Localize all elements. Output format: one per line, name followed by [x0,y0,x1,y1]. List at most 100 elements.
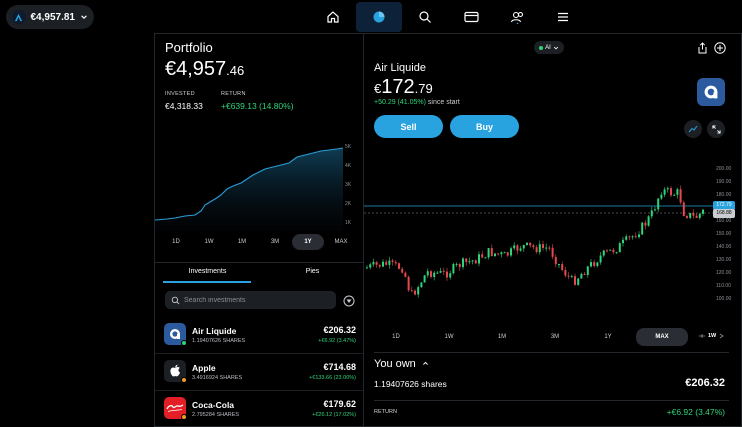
nav-menu[interactable] [540,2,586,32]
section-divider [374,352,729,353]
candle-body [670,188,672,196]
candle-body [484,257,487,259]
account-switcher[interactable]: €4,957.81 [6,5,94,29]
nav-card[interactable] [448,2,494,32]
range-tab-3m[interactable]: 3M [550,334,560,340]
candle-body [567,275,570,277]
candle-body [522,244,525,249]
candle-body [663,189,666,195]
range-tab-1y[interactable]: 1Y [292,234,324,250]
return-label: RETURN [221,91,246,97]
candle-body [449,273,452,278]
nav-search[interactable] [402,2,448,32]
candle-body [692,213,695,216]
range-tab-3m[interactable]: 3M [270,239,280,245]
range-tab-1d[interactable]: 1D [392,334,400,340]
candle-body [634,236,637,238]
range-tab-1m[interactable]: 1M [237,239,247,245]
card-icon [463,11,479,23]
candle-body [577,278,580,285]
return-value: +€639.13 (14.80%) [221,101,294,111]
range-tab-1y[interactable]: 1Y [604,334,612,340]
nav-portfolio[interactable] [356,2,402,32]
current-price-tag: 172.79 [713,201,735,210]
candle-body [391,260,394,262]
candle-body [535,247,538,253]
chevron-down-icon [553,46,558,49]
owned-value: €206.32 [685,377,725,389]
investment-row-apple[interactable]: Apple 3.4916924 SHARES €714.68 +€133.66 … [155,354,365,391]
account-value: €4,957.81 [30,11,76,23]
status-dot [181,340,187,346]
candle-body [430,271,432,277]
candle-body [686,216,688,218]
candle-body [529,242,532,246]
candle-body [388,260,391,265]
candle-body [446,271,448,278]
invested-value: €4,318.33 [165,101,203,111]
range-tab-1m[interactable]: 1M [497,334,507,340]
candle-body [564,269,567,276]
range-tab-1d[interactable]: 1D [172,239,180,245]
tab-pies[interactable]: Pies [305,268,320,275]
search-icon [171,296,180,304]
candle-body [622,239,624,244]
nav-community[interactable] [494,2,540,32]
candle-body [574,276,576,285]
interval-selector[interactable]: 1W [699,333,724,339]
y-tick-label: 100.00 [716,296,732,302]
sell-button[interactable]: Sell [374,115,443,138]
interval-label: 1W [708,333,717,339]
candle-body [618,243,621,253]
own-return-value: +€6.92 (3.47%) [666,407,725,417]
candle-body [462,258,464,268]
candle-body [490,248,493,257]
candle-body [401,268,404,273]
candle-body [497,253,500,255]
candle-body [625,236,628,240]
candle-body [583,273,586,275]
ai-label: AI [545,44,551,51]
range-tab-max[interactable]: MAX [334,239,348,245]
candle-body [423,275,426,283]
investment-value: €714.68 [323,362,356,372]
candle-body [647,216,650,226]
search-input[interactable] [184,296,324,304]
y-tick-label: 3K [345,182,352,188]
menu-icon [558,12,568,22]
candle-body [465,258,468,262]
candlesticks [366,185,704,298]
range-tab-max[interactable]: MAX [636,328,688,346]
candle-body [612,249,615,253]
share-button[interactable] [697,41,708,59]
y-tick-label: 2K [345,201,352,207]
investment-row-coca-cola[interactable]: Coca-Cola 2.795284 SHARES €179.62 +€26.1… [155,391,365,427]
fullscreen-button[interactable] [707,120,725,138]
owned-shares: 1.19407626 shares [374,379,447,389]
add-to-watchlist-button[interactable] [714,41,726,59]
investment-row-air-liquide[interactable]: Air Liquide 1.19407626 SHARES €206.32 +€… [155,317,365,354]
candle-body [609,249,612,251]
y-tick-label: 190.00 [716,179,732,185]
candle-body [561,264,564,270]
stock-name: Air Liquide [374,62,426,74]
candle-body [433,272,436,277]
candle-body [516,245,519,251]
range-tab-1w[interactable]: 1W [444,334,454,340]
range-tab-1w[interactable]: 1W [204,239,214,245]
candle-body [369,264,372,268]
tab-investments[interactable]: Investments [188,268,227,275]
ai-insights-button[interactable]: AI [534,41,564,54]
you-own-header[interactable]: You own [374,358,429,370]
candle-body [372,262,375,265]
candle-body [439,270,442,273]
y-tick-label: 150.00 [716,231,732,237]
buy-button[interactable]: Buy [450,115,519,138]
candle-body [458,263,461,268]
y-tick-label: 200.00 [716,166,732,172]
candle-body [593,262,596,267]
filter-button[interactable] [343,294,355,307]
nav-home[interactable] [310,2,356,32]
chart-type-button[interactable] [684,120,702,138]
candle-body [631,236,634,238]
